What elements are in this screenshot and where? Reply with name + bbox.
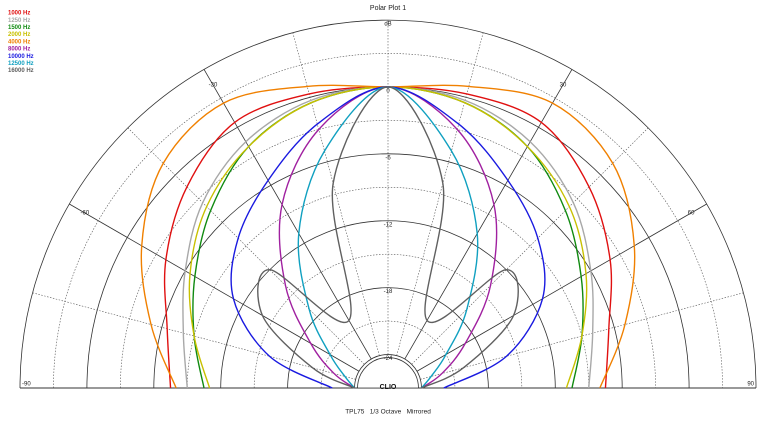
legend-label: 1500 Hz <box>8 25 30 31</box>
theta-tick-label: -90 <box>22 382 31 388</box>
logo: CLIO <box>380 384 397 391</box>
theta-tick-label: -30 <box>209 82 218 88</box>
legend-label: 4000 Hz <box>8 39 30 45</box>
legend-label: 1000 Hz <box>8 11 30 17</box>
legend-label: 8000 Hz <box>8 47 30 53</box>
chart-title: Polar Plot 1 <box>370 5 406 12</box>
legend-label: 2000 Hz <box>8 32 30 38</box>
grid-spoke <box>404 69 573 360</box>
r-tick-label: -24 <box>384 356 393 362</box>
theta-tick-label: 60 <box>688 211 695 217</box>
r-tick-label: dB <box>384 22 391 28</box>
legend-label: 12500 Hz <box>8 61 34 67</box>
r-tick-label: -12 <box>384 222 393 228</box>
minor-ring <box>186 186 590 389</box>
theta-tick-label: -60 <box>81 211 90 217</box>
minor-ring <box>320 320 456 389</box>
chart-subtitle: TPL75 1/3 Octave Mirrored <box>345 409 431 416</box>
legend-label: 16000 Hz <box>8 68 34 74</box>
r-tick-label: -6 <box>385 155 391 161</box>
polar-curve <box>257 86 519 389</box>
theta-tick-label: 90 <box>747 382 754 388</box>
legend-label: 1250 Hz <box>8 18 30 24</box>
grid-ring <box>220 220 556 389</box>
grid-spoke <box>203 69 372 360</box>
center-cap <box>357 357 419 389</box>
curves <box>140 84 636 389</box>
legend-label: 10000 Hz <box>8 54 34 60</box>
r-tick-label: -18 <box>384 289 393 295</box>
r-tick-label: 0 <box>386 88 390 94</box>
grid-ring <box>153 153 623 389</box>
theta-tick-label: 30 <box>560 82 567 88</box>
